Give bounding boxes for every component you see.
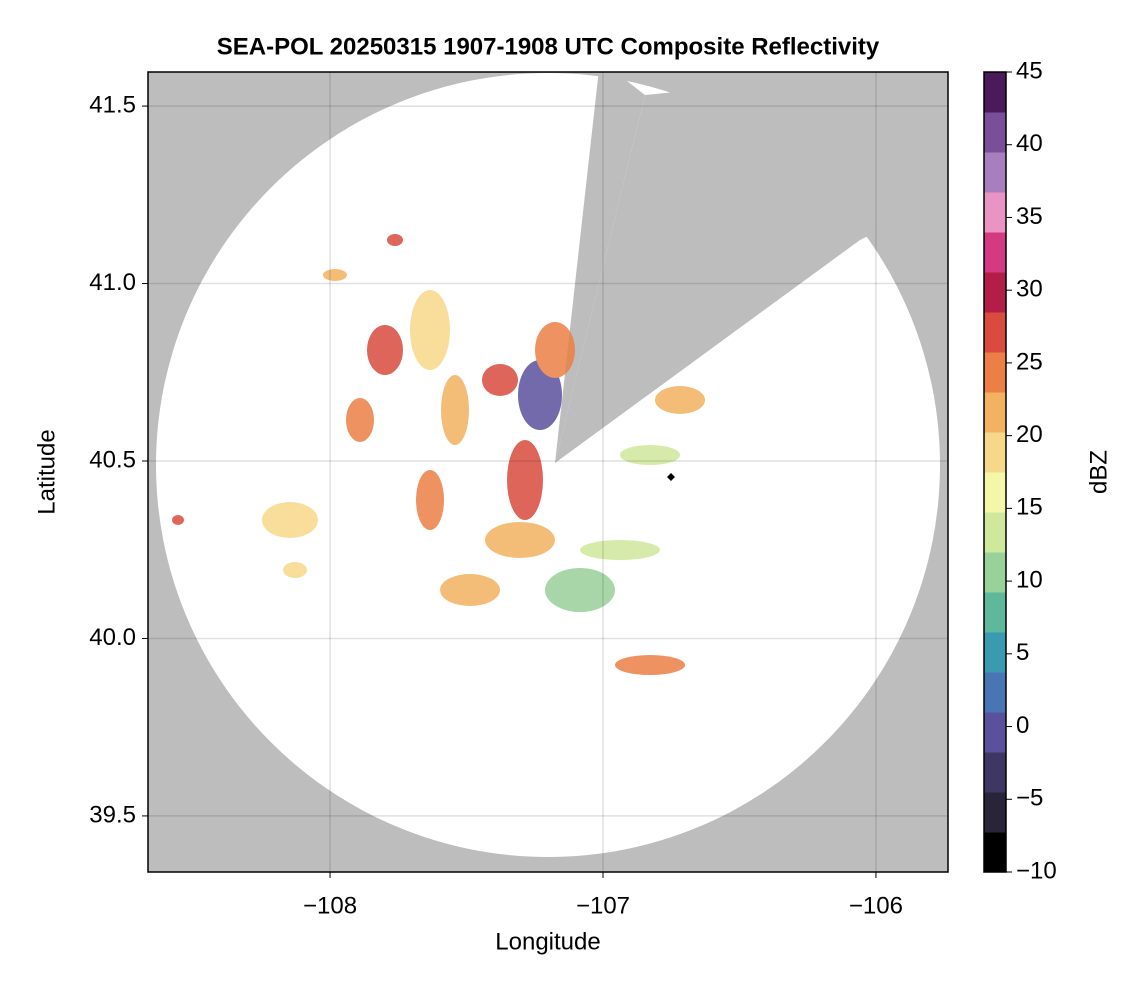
- x-tick-label: −108: [303, 892, 357, 919]
- colorbar-tick-label: 35: [1016, 203, 1043, 230]
- x-axis-label: Longitude: [495, 928, 600, 955]
- echoes: [172, 234, 705, 675]
- chart-title: SEA-POL 20250315 1907-1908 UTC Composite…: [217, 33, 880, 60]
- colorbar-band: [984, 592, 1006, 633]
- plot-frame: [147, 71, 949, 873]
- colorbar-band: [984, 352, 1006, 393]
- y-tick-label: 41.5: [89, 91, 136, 118]
- colorbar-label: dBZ: [1085, 450, 1112, 494]
- colorbar-band: [984, 272, 1006, 313]
- colorbar-band: [984, 712, 1006, 753]
- colorbar-band: [984, 792, 1006, 833]
- colorbar-tick-label: 10: [1016, 566, 1043, 593]
- y-axis-label: Latitude: [33, 429, 60, 514]
- blocked-sector: [555, 72, 948, 463]
- colorbar-frame: [983, 71, 1007, 873]
- colorbar-tick-label: 0: [1016, 712, 1029, 739]
- colorbar-band: [984, 192, 1006, 233]
- x-tick-label: −107: [576, 892, 630, 919]
- colorbar-band: [984, 432, 1006, 473]
- colorbar-band: [984, 312, 1006, 353]
- colorbar-tick-label: 15: [1016, 494, 1043, 521]
- colorbar-band: [984, 552, 1006, 593]
- colorbar-tick-label: −5: [1016, 785, 1043, 812]
- x-tick-label: −106: [849, 892, 903, 919]
- radar-site: [667, 473, 675, 481]
- y-tick-label: 41.0: [89, 269, 136, 296]
- colorbar-band: [984, 632, 1006, 673]
- colorbar-band: [984, 472, 1006, 513]
- colorbar-tick-label: 45: [1016, 57, 1043, 84]
- y-tick-label: 39.5: [89, 801, 136, 828]
- colorbar-band: [984, 152, 1006, 193]
- y-tick-label: 40.5: [89, 446, 136, 473]
- colorbar-band: [984, 232, 1006, 273]
- colorbar-band: [984, 392, 1006, 433]
- y-tick-label: 40.0: [89, 624, 136, 651]
- blocked-sector: [555, 72, 645, 463]
- colorbar-band: [984, 112, 1006, 153]
- colorbar-band: [984, 672, 1006, 713]
- colorbar-band: [984, 72, 1006, 113]
- colorbar-tick-label: 25: [1016, 348, 1043, 375]
- colorbar-tick-label: 5: [1016, 639, 1029, 666]
- colorbar-tick-label: −10: [1016, 857, 1057, 884]
- colorbar: −10 −5 0 5 10 15 20 25 30 35 40 45: [983, 57, 1057, 884]
- colorbar-band: [984, 512, 1006, 553]
- colorbar-tick-label: 20: [1016, 421, 1043, 448]
- colorbar-tick-label: 40: [1016, 130, 1043, 157]
- colorbar-band: [984, 832, 1006, 873]
- map-area: [148, 72, 948, 872]
- colorbar-band: [984, 752, 1006, 793]
- colorbar-tick-label: 30: [1016, 276, 1043, 303]
